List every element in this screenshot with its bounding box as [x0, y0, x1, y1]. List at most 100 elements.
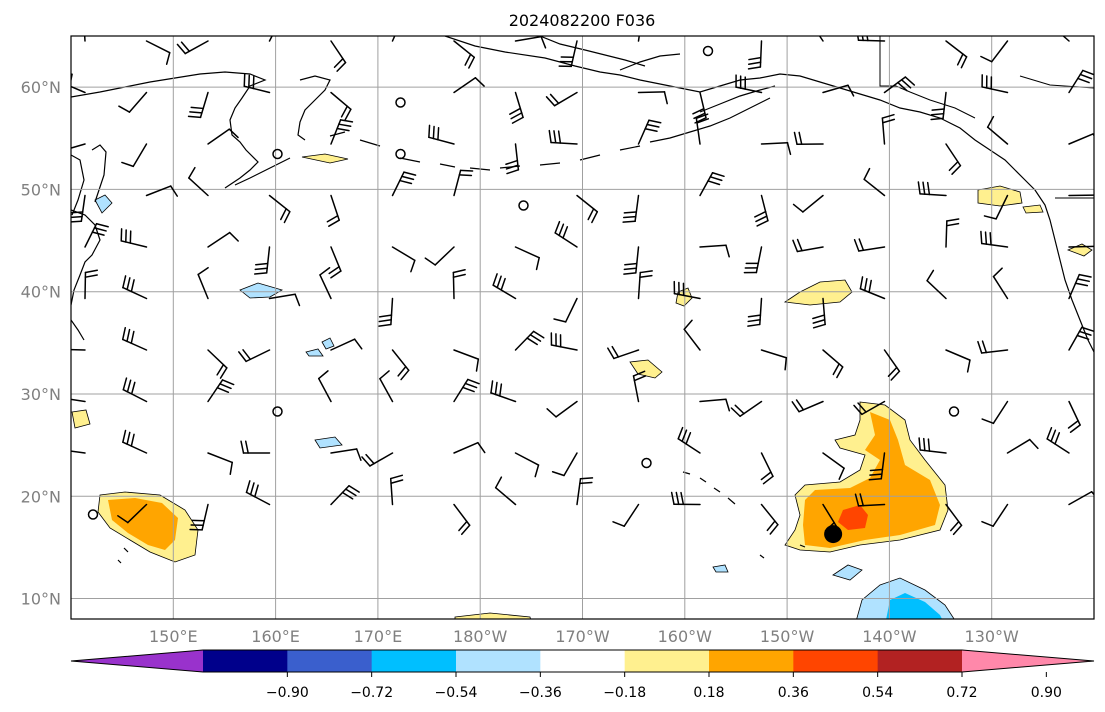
- wind-barb: [514, 452, 540, 478]
- wind-barb: [118, 91, 148, 113]
- wind-barb: [883, 349, 901, 381]
- wind-barb: [977, 340, 1009, 354]
- wind-barb: [1067, 400, 1081, 433]
- wind-barb: [699, 398, 731, 412]
- wind-barb: [558, 40, 578, 68]
- calm-wind-marker: [641, 457, 652, 469]
- anomaly-region-central-east-core: [838, 505, 868, 530]
- wind-barb: [683, 319, 701, 351]
- colorbar-tick-label: −0.36: [519, 685, 562, 701]
- figure-title: 2024082200 F036: [509, 11, 656, 30]
- anomaly-region-neg-2: [314, 436, 343, 449]
- wind-barb: [176, 40, 209, 55]
- anomaly-region-se-inner: [886, 593, 942, 619]
- wind-barb: [857, 36, 886, 42]
- alaska-coast: [444, 36, 1094, 353]
- wind-barb: [453, 40, 476, 69]
- anomaly-region-west-inner: [108, 498, 178, 550]
- wind-barb: [760, 349, 788, 371]
- wind-barb: [268, 293, 301, 307]
- wind-barb: [551, 452, 578, 477]
- calm-wind-marker: [948, 406, 960, 417]
- lat-tick-label: 30°N: [21, 385, 61, 404]
- wind-barb: [981, 74, 1009, 94]
- anomaly-region-neg-4: [321, 337, 335, 350]
- wind-barb: [494, 476, 517, 506]
- anomaly-region-small-6: [1022, 204, 1044, 214]
- wind-barb: [238, 349, 271, 363]
- wind-barb: [760, 503, 779, 535]
- wind-barb: [637, 119, 662, 145]
- wind-barb: [453, 503, 471, 536]
- wind-barb: [883, 76, 916, 94]
- wind-barb: [670, 491, 701, 506]
- wind-barb: [981, 503, 1009, 527]
- wind-barb: [637, 270, 653, 300]
- wind-barb: [699, 171, 725, 197]
- wind-barb: [514, 330, 545, 351]
- wind-barb: [854, 493, 886, 507]
- wind-barb: [945, 143, 962, 175]
- wind-barb: [881, 113, 896, 145]
- wind-barb: [612, 503, 640, 527]
- wind-barb: [945, 503, 963, 536]
- wind-barb: [980, 40, 1009, 63]
- wind-barb: [818, 36, 824, 42]
- wind-barb: [330, 119, 354, 145]
- wind-barb: [918, 437, 947, 454]
- wind-barb: [391, 171, 417, 197]
- anomaly-region-neg-7: [712, 564, 729, 573]
- wind-barb: [735, 74, 763, 94]
- calm-wind-marker: [518, 200, 529, 211]
- wind-barb: [822, 349, 844, 379]
- calm-wind-marker: [395, 148, 406, 160]
- wind-barb: [71, 398, 86, 403]
- wind-barb: [1046, 426, 1070, 454]
- wind-barb: [992, 267, 1009, 300]
- wind-barb: [207, 379, 235, 403]
- wind-barb: [632, 370, 647, 403]
- wind-barb: [747, 297, 763, 327]
- wind-barb: [428, 124, 455, 145]
- wind-barb: [986, 115, 1009, 145]
- wind-barb: [812, 297, 826, 329]
- calm-wind-marker: [87, 509, 99, 520]
- wind-barb: [330, 338, 363, 351]
- anomaly-region-small-3: [301, 153, 349, 164]
- wind-barb: [791, 399, 824, 413]
- wind-barb: [268, 36, 273, 42]
- wind-barb: [553, 297, 578, 323]
- wind-barb: [319, 267, 332, 300]
- colorbar-segment: [540, 650, 626, 672]
- colorbar-segment: [793, 650, 879, 672]
- wind-barb: [328, 246, 342, 279]
- map-frame: [70, 35, 1095, 620]
- gridlines: [71, 36, 1094, 619]
- wind-barb: [822, 452, 845, 480]
- wind-barb: [1068, 491, 1094, 506]
- wind-barb: [505, 143, 520, 175]
- wind-barb: [243, 73, 271, 94]
- wind-barb: [1068, 133, 1094, 145]
- japan-coast: [71, 209, 101, 306]
- wind-barb: [122, 275, 148, 300]
- colorbar-extend-high: [962, 650, 1094, 672]
- colorbar-segment: [709, 650, 794, 672]
- wind-barb: [917, 181, 947, 197]
- wind-barb: [623, 246, 640, 275]
- wind-barb: [254, 246, 271, 275]
- wind-barb: [1068, 69, 1094, 94]
- wind-barb: [637, 91, 668, 105]
- wind-barb: [187, 91, 209, 119]
- wind-barb: [945, 218, 960, 248]
- lon-tick-label: 170°W: [555, 627, 610, 646]
- wind-barb: [760, 452, 774, 485]
- anomaly-region-small-4: [71, 409, 91, 429]
- wind-barb: [452, 269, 466, 300]
- calm-wind-marker: [702, 45, 714, 57]
- colorbar-segment: [371, 650, 457, 672]
- wind-barb: [122, 377, 148, 403]
- wind-barb: [121, 326, 148, 351]
- wind-barb: [622, 194, 640, 223]
- wind-barb: [207, 231, 239, 248]
